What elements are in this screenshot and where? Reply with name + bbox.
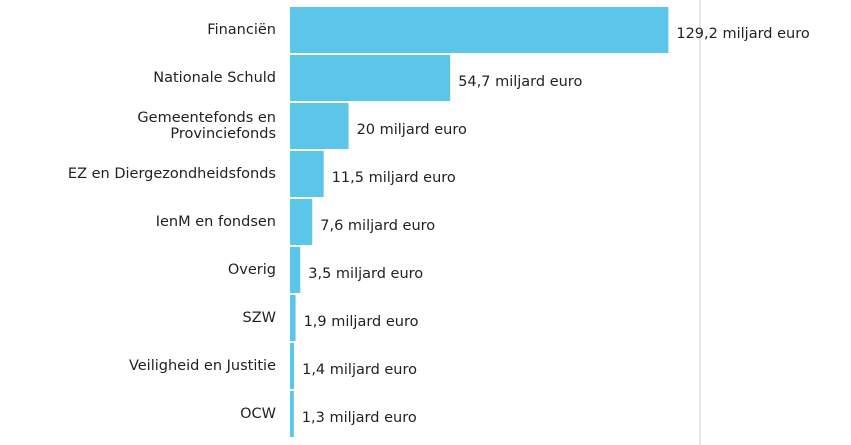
value-label: 20 miljard euro bbox=[357, 122, 467, 138]
category-label: Financiën bbox=[207, 22, 276, 38]
bar bbox=[290, 391, 294, 437]
category-label: Gemeentefonds en Provinciefonds bbox=[137, 110, 276, 142]
category-label: Overig bbox=[227, 262, 276, 278]
category-label: Veiligheid en Justitie bbox=[128, 358, 276, 374]
value-label: 1,3 miljard euro bbox=[302, 410, 417, 426]
bar bbox=[290, 151, 324, 197]
bar bbox=[290, 247, 301, 293]
bar bbox=[290, 295, 296, 341]
bar bbox=[290, 55, 451, 101]
bar bbox=[290, 103, 349, 149]
value-label: 1,4 miljard euro bbox=[302, 362, 417, 378]
category-label: EZ en Diergezondheidsfonds bbox=[67, 166, 276, 182]
bar bbox=[290, 343, 295, 389]
value-label: 129,2 miljard euro bbox=[676, 26, 809, 42]
bar bbox=[290, 7, 669, 53]
value-label: 3,5 miljard euro bbox=[308, 266, 423, 282]
category-label: IenM en fondsen bbox=[155, 214, 276, 230]
value-label: 1,9 miljard euro bbox=[304, 314, 419, 330]
category-label: OCW bbox=[240, 406, 276, 422]
value-label: 11,5 miljard euro bbox=[332, 170, 456, 186]
value-label: 54,7 miljard euro bbox=[458, 74, 582, 90]
value-label: 7,6 miljard euro bbox=[320, 218, 435, 234]
category-label: SZW bbox=[242, 310, 276, 326]
bar bbox=[290, 199, 313, 245]
category-label: Nationale Schuld bbox=[153, 70, 276, 86]
